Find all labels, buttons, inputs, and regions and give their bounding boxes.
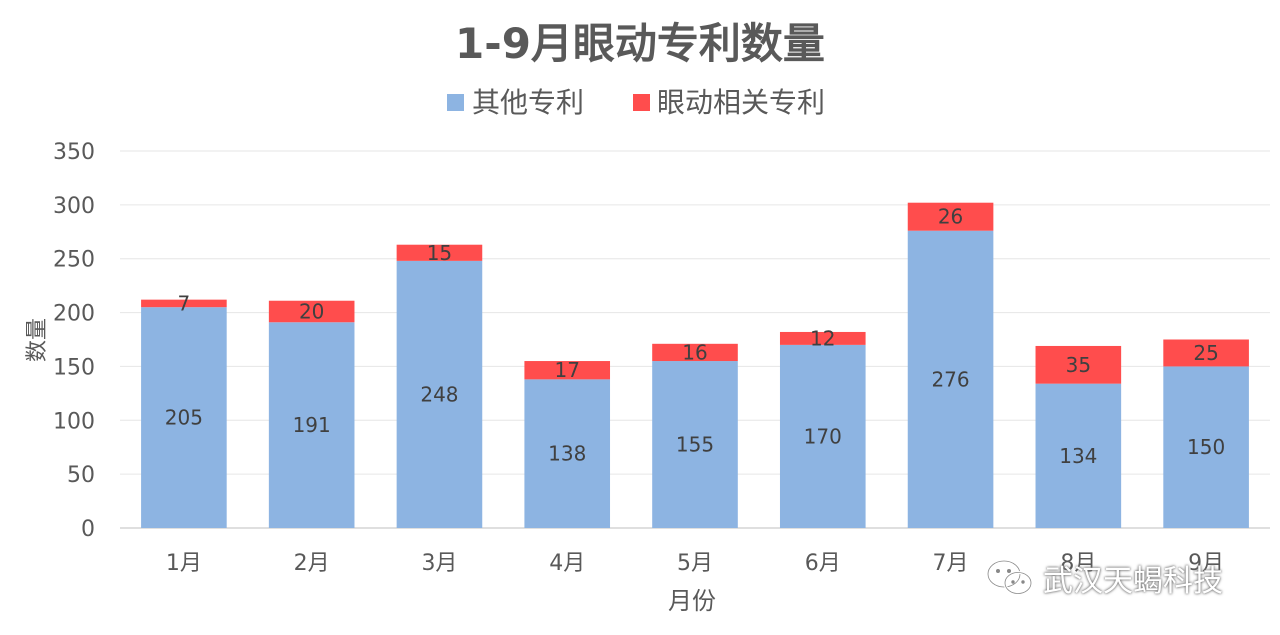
data-label: 150 bbox=[1187, 435, 1225, 459]
bar-eye bbox=[1035, 345, 1122, 384]
wechat-icon bbox=[986, 559, 1033, 595]
y-axis-label: 数量 bbox=[25, 318, 50, 362]
data-label: 170 bbox=[804, 424, 842, 448]
x-tick-label: 6月 bbox=[805, 551, 841, 576]
x-axis-ticks: 1月 2月 3月 4月 5月 6月 7月 8月 9月 bbox=[166, 551, 1224, 576]
data-label: 155 bbox=[676, 433, 714, 457]
data-label: 17 bbox=[554, 358, 579, 382]
legend-label-other: 其他专利 bbox=[472, 86, 584, 119]
bar-eye bbox=[1163, 339, 1249, 367]
y-tick-label: 150 bbox=[53, 355, 95, 380]
watermark-text: 武汉天蝎科技 bbox=[1043, 564, 1223, 599]
x-tick-label: 7月 bbox=[933, 551, 969, 576]
bar-other bbox=[396, 260, 483, 528]
y-tick-label: 250 bbox=[53, 248, 95, 273]
bar-other bbox=[907, 230, 994, 529]
x-tick-label: 9月 bbox=[1188, 551, 1224, 576]
bar-other bbox=[779, 344, 866, 528]
bar-eye bbox=[652, 343, 738, 362]
bar-eye bbox=[268, 300, 355, 323]
bars: 205 7 191 20 248 15 138 17 155 16 170 12 276 26 134 35 1… bbox=[141, 202, 1249, 529]
y-tick-label: 100 bbox=[53, 409, 95, 434]
data-label: 20 bbox=[299, 299, 324, 323]
y-axis-ticks: 0 50 100 150 200 250 300 350 bbox=[53, 140, 95, 542]
y-tick-label: 0 bbox=[81, 517, 95, 542]
bar-other bbox=[268, 322, 355, 528]
y-tick-label: 200 bbox=[53, 302, 95, 327]
legend-swatch-other bbox=[447, 94, 464, 111]
data-label: 191 bbox=[293, 413, 331, 437]
y-tick-label: 350 bbox=[53, 140, 95, 165]
data-label: 276 bbox=[931, 367, 969, 391]
legend: 其他专利 眼动相关专利 bbox=[447, 86, 825, 119]
watermark: 武汉天蝎科技 bbox=[985, 556, 1223, 600]
data-label: 26 bbox=[938, 205, 963, 229]
data-label: 205 bbox=[165, 406, 203, 430]
x-tick-label: 8月 bbox=[1060, 551, 1096, 576]
bar-other bbox=[141, 307, 227, 528]
data-label: 25 bbox=[1193, 341, 1218, 365]
data-label: 248 bbox=[420, 382, 458, 406]
y-tick-label: 50 bbox=[67, 463, 95, 488]
bar-other bbox=[524, 379, 611, 528]
x-tick-label: 5月 bbox=[677, 551, 713, 576]
x-tick-label: 2月 bbox=[294, 551, 330, 576]
bar-eye bbox=[907, 202, 994, 231]
data-label: 7 bbox=[178, 291, 191, 315]
data-label: 12 bbox=[810, 326, 835, 350]
y-tick-label: 300 bbox=[53, 194, 95, 219]
legend-label-eye: 眼动相关专利 bbox=[657, 86, 825, 119]
bar-eye bbox=[779, 331, 866, 345]
bar-eye bbox=[524, 361, 611, 380]
bar-eye bbox=[141, 299, 227, 308]
data-label: 16 bbox=[682, 340, 707, 364]
data-label: 15 bbox=[427, 241, 452, 265]
x-tick-label: 1月 bbox=[166, 551, 202, 576]
x-tick-label: 4月 bbox=[549, 551, 585, 576]
data-label: 138 bbox=[548, 442, 586, 466]
data-label: 35 bbox=[1066, 353, 1091, 377]
bar-other bbox=[652, 361, 738, 528]
bar-other bbox=[1035, 383, 1122, 528]
x-tick-label: 3月 bbox=[421, 551, 457, 576]
x-axis-label: 月份 bbox=[668, 587, 716, 615]
data-label: 134 bbox=[1059, 444, 1097, 468]
bar-eye bbox=[396, 244, 483, 261]
bar-other bbox=[1163, 366, 1249, 528]
legend-swatch-eye bbox=[633, 94, 650, 111]
chart-title: 1-9月眼动专利数量 bbox=[455, 19, 825, 68]
